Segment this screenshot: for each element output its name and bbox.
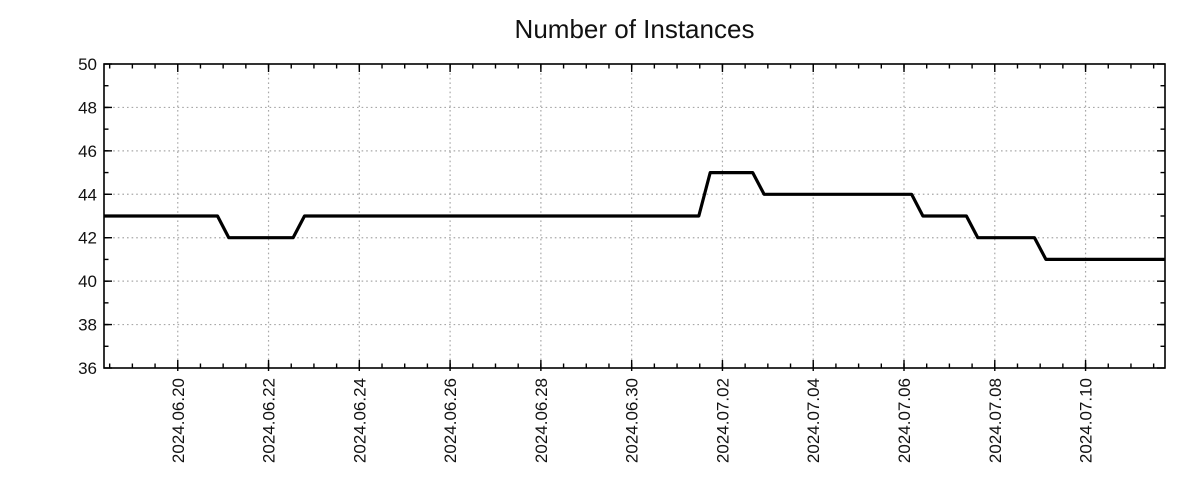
y-tick-label: 38 xyxy=(78,316,97,335)
x-tick-label: 2024.07.04 xyxy=(804,378,823,463)
x-tick-label: 2024.07.08 xyxy=(986,378,1005,463)
y-tick-label: 36 xyxy=(78,359,97,378)
x-tick-label: 2024.06.30 xyxy=(623,378,642,463)
y-tick-label: 42 xyxy=(78,229,97,248)
y-tick-label: 50 xyxy=(78,55,97,74)
x-tick-label: 2024.07.02 xyxy=(713,378,732,463)
chart-title: Number of Instances xyxy=(514,14,755,44)
x-tick-label: 2024.06.28 xyxy=(532,378,551,463)
x-tick-label: 2024.07.10 xyxy=(1077,378,1096,463)
x-tick-label: 2024.06.20 xyxy=(169,378,188,463)
y-tick-label: 40 xyxy=(78,272,97,291)
y-tick-label: 46 xyxy=(78,142,97,161)
x-tick-labels: 2024.06.20 2024.06.22 2024.06.24 2024.06.26… xyxy=(169,378,1096,463)
data-line xyxy=(104,171,1165,261)
y-tick-label: 48 xyxy=(78,98,97,117)
x-tick-label: 2024.07.06 xyxy=(895,378,914,463)
x-tick-label: 2024.06.26 xyxy=(441,378,460,463)
y-tick-labels: 36 38 40 42 44 46 48 50 xyxy=(78,55,97,378)
x-tick-label: 2024.06.22 xyxy=(260,378,279,463)
x-tick-label: 2024.06.24 xyxy=(350,378,369,463)
y-tick-label: 44 xyxy=(78,185,97,204)
